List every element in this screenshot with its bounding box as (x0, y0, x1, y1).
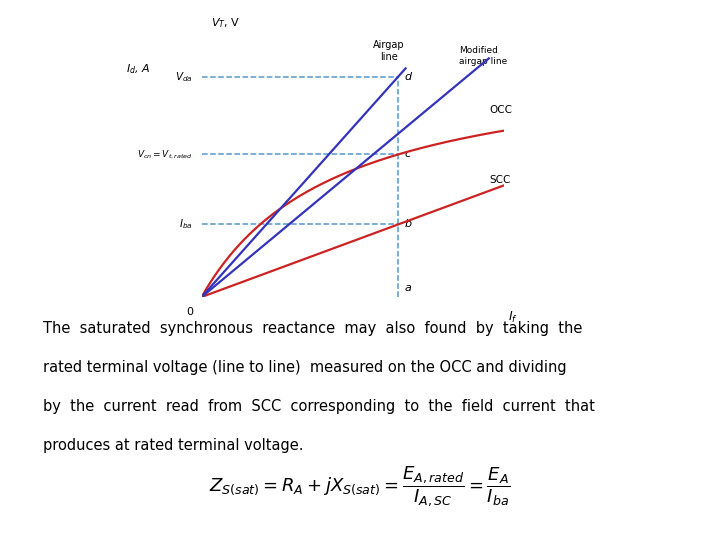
Text: c: c (404, 150, 410, 159)
Text: SCC: SCC (489, 176, 510, 185)
Text: Airgap
line: Airgap line (373, 40, 405, 62)
Text: $Z_{S(sat)} = R_A + jX_{S(sat)} = \dfrac{E_{A,rated}}{I_{A,SC}} = \dfrac{E_A}{I_: $Z_{S(sat)} = R_A + jX_{S(sat)} = \dfrac… (210, 464, 510, 508)
Text: $V_{cn} = V_{t,rated}$: $V_{cn} = V_{t,rated}$ (137, 148, 192, 160)
Text: $V_T$, V: $V_T$, V (211, 16, 240, 30)
Text: 0: 0 (186, 307, 193, 318)
Text: OCC: OCC (489, 105, 512, 116)
Text: produces at rated terminal voltage.: produces at rated terminal voltage. (43, 438, 304, 453)
Text: d: d (404, 72, 411, 82)
Text: $I_d$, A: $I_d$, A (126, 62, 150, 76)
Text: a: a (404, 283, 411, 293)
Text: $V_{da}$: $V_{da}$ (175, 70, 192, 84)
Text: $I_f$: $I_f$ (508, 310, 518, 325)
Text: by  the  current  read  from  SCC  corresponding  to  the  field  current  that: by the current read from SCC correspondi… (43, 399, 595, 414)
Text: b: b (404, 219, 411, 230)
Text: Modified
airgap line: Modified airgap line (459, 46, 507, 66)
Text: $I_{ba}$: $I_{ba}$ (179, 218, 192, 231)
Text: rated terminal voltage (line to line)  measured on the OCC and dividing: rated terminal voltage (line to line) me… (43, 360, 567, 375)
Text: The  saturated  synchronous  reactance  may  also  found  by  taking  the: The saturated synchronous reactance may … (43, 321, 582, 336)
